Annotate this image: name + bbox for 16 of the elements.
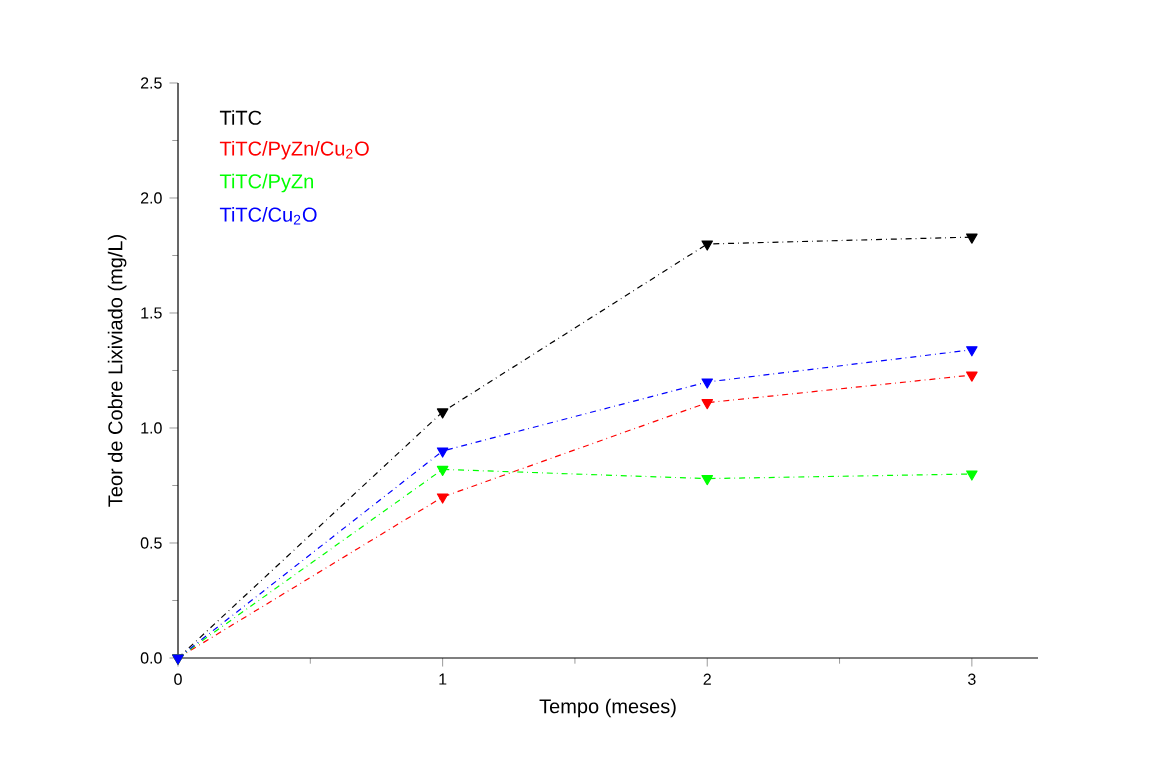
y-tick-label: 2.0 xyxy=(140,192,162,204)
x-axis-title: Tempo (meses) xyxy=(539,698,676,718)
text: TiTC/PyZn/Cu$_{2}$O xyxy=(219,140,369,160)
x-tick-label: 0 xyxy=(174,673,182,685)
x-tick-label: 2 xyxy=(703,673,711,685)
x-tick-label: 3 xyxy=(968,673,976,685)
y-tick-label: 0.5 xyxy=(140,537,162,549)
y-tick-label: 0.0 xyxy=(140,652,162,664)
y-tick-label: 2.5 xyxy=(140,77,162,89)
y-axis-title: Teor de Cobre Lixiviado (mg/L) xyxy=(107,235,127,507)
text: TiTC/PyZn xyxy=(219,173,313,193)
y-tick-label: 1.0 xyxy=(141,422,162,434)
text: TiTC xyxy=(219,110,262,125)
text: TiTC/Cu$_{2}$O xyxy=(219,207,317,225)
x-tick-label: 1 xyxy=(439,673,447,685)
y-tick-label: 1.5 xyxy=(141,307,162,319)
